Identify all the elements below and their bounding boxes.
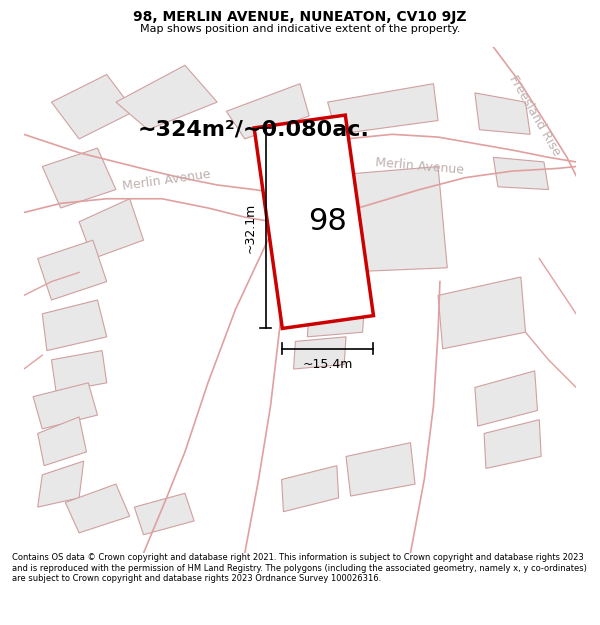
Text: ~32.1m: ~32.1m bbox=[244, 203, 257, 253]
Polygon shape bbox=[307, 304, 364, 337]
Polygon shape bbox=[254, 115, 373, 328]
Polygon shape bbox=[475, 93, 530, 134]
Text: ~324m²/~0.080ac.: ~324m²/~0.080ac. bbox=[138, 120, 370, 140]
Polygon shape bbox=[52, 74, 134, 139]
Polygon shape bbox=[475, 371, 538, 426]
Polygon shape bbox=[293, 337, 346, 369]
Polygon shape bbox=[79, 199, 143, 259]
Polygon shape bbox=[38, 240, 107, 300]
Polygon shape bbox=[346, 442, 415, 496]
Polygon shape bbox=[42, 148, 116, 208]
Text: Freesland Rise: Freesland Rise bbox=[506, 73, 563, 159]
Polygon shape bbox=[65, 484, 130, 533]
Polygon shape bbox=[328, 166, 447, 272]
Text: Contains OS data © Crown copyright and database right 2021. This information is : Contains OS data © Crown copyright and d… bbox=[12, 553, 587, 583]
Polygon shape bbox=[33, 383, 97, 429]
Polygon shape bbox=[493, 158, 548, 189]
Polygon shape bbox=[328, 84, 438, 134]
Polygon shape bbox=[226, 84, 309, 139]
Text: Map shows position and indicative extent of the property.: Map shows position and indicative extent… bbox=[140, 24, 460, 34]
Text: 98, MERLIN AVENUE, NUNEATON, CV10 9JZ: 98, MERLIN AVENUE, NUNEATON, CV10 9JZ bbox=[133, 10, 467, 24]
Text: ~15.4m: ~15.4m bbox=[303, 358, 353, 371]
Polygon shape bbox=[116, 65, 217, 130]
Polygon shape bbox=[484, 419, 541, 469]
Polygon shape bbox=[281, 466, 338, 512]
Text: Merlin Avenue: Merlin Avenue bbox=[122, 168, 211, 193]
Polygon shape bbox=[438, 277, 526, 349]
Polygon shape bbox=[42, 300, 107, 351]
Text: Merlin Avenue: Merlin Avenue bbox=[375, 156, 464, 177]
Text: 98: 98 bbox=[308, 208, 347, 236]
Polygon shape bbox=[134, 493, 194, 535]
Polygon shape bbox=[38, 417, 86, 466]
Polygon shape bbox=[38, 461, 83, 507]
Polygon shape bbox=[52, 351, 107, 392]
